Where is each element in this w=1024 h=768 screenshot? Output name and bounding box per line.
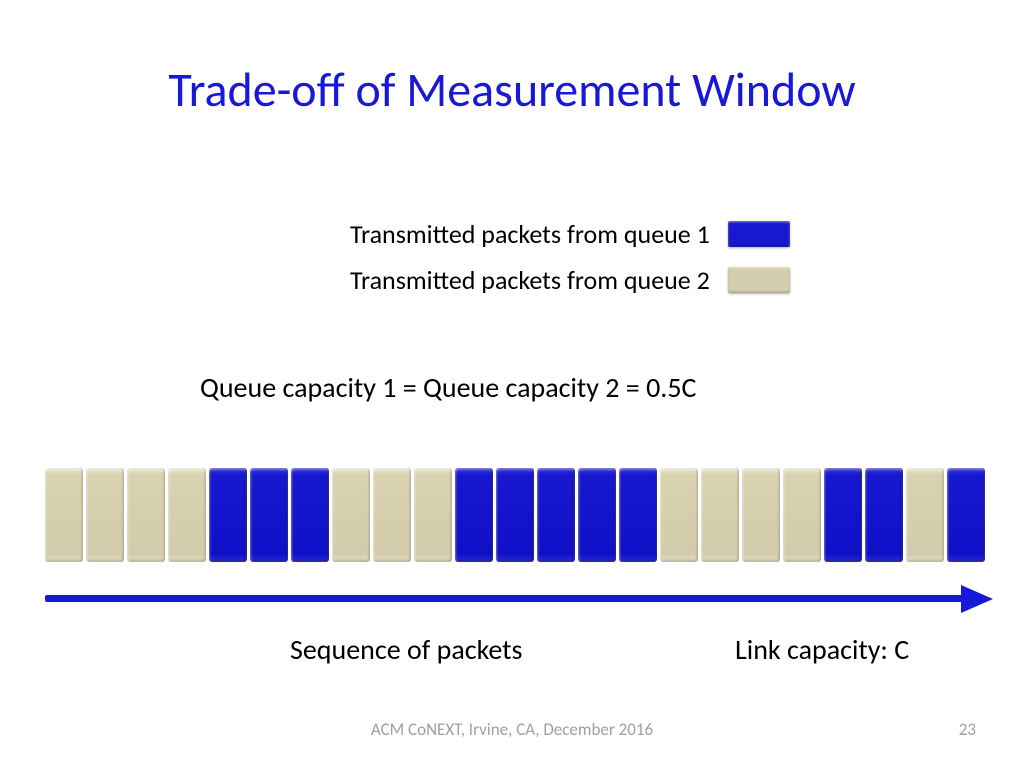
- arrow-head-icon: [961, 585, 993, 613]
- packet-tan: [127, 468, 165, 562]
- arrow-line: [45, 595, 965, 602]
- legend-swatch-2: [728, 267, 790, 293]
- packet-tan: [660, 468, 698, 562]
- footer-text: ACM CoNEXT, Irvine, CA, December 2016: [0, 719, 1024, 740]
- packet-blue: [578, 468, 616, 562]
- packet-tan: [373, 468, 411, 562]
- page-number: 23: [959, 719, 976, 740]
- packet-tan: [701, 468, 739, 562]
- packet-tan: [332, 468, 370, 562]
- packet-tan: [906, 468, 944, 562]
- packet-sequence: [45, 468, 985, 562]
- packet-blue: [250, 468, 288, 562]
- packet-tan: [414, 468, 452, 562]
- slide-title: Trade-off of Measurement Window: [0, 0, 1024, 119]
- packet-blue: [291, 468, 329, 562]
- legend: Transmitted packets from queue 1 Transmi…: [350, 218, 790, 310]
- packet-tan: [45, 468, 83, 562]
- packet-tan: [168, 468, 206, 562]
- packet-tan: [742, 468, 780, 562]
- packet-tan: [783, 468, 821, 562]
- packet-blue: [496, 468, 534, 562]
- legend-item-queue1: Transmitted packets from queue 1: [350, 218, 790, 250]
- legend-label-2: Transmitted packets from queue 2: [350, 264, 710, 296]
- packet-blue: [209, 468, 247, 562]
- legend-item-queue2: Transmitted packets from queue 2: [350, 264, 790, 296]
- packet-blue: [824, 468, 862, 562]
- timeline-arrow: [45, 586, 991, 612]
- link-capacity-label: Link capacity: C: [735, 632, 909, 667]
- capacity-equation: Queue capacity 1 = Queue capacity 2 = 0.…: [200, 370, 696, 405]
- packet-blue: [865, 468, 903, 562]
- legend-swatch-1: [728, 221, 790, 247]
- legend-label-1: Transmitted packets from queue 1: [350, 218, 710, 250]
- packet-tan: [86, 468, 124, 562]
- packet-blue: [619, 468, 657, 562]
- packet-blue: [455, 468, 493, 562]
- packet-blue: [537, 468, 575, 562]
- sequence-label: Sequence of packets: [290, 632, 523, 667]
- packet-blue: [947, 468, 985, 562]
